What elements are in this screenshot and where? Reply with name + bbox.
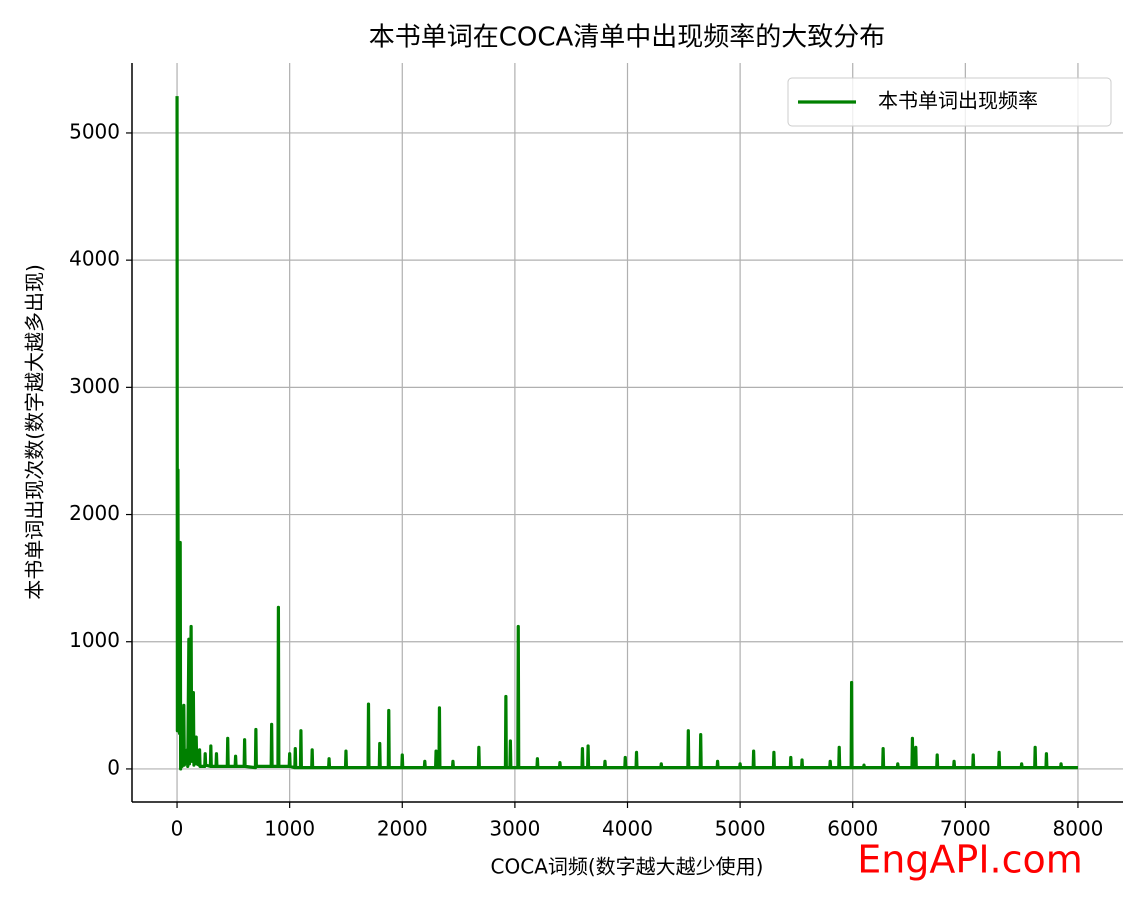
data-line <box>175 96 1078 771</box>
y-tick-label: 2000 <box>69 501 120 525</box>
x-tick-label: 3000 <box>489 817 540 841</box>
legend-box <box>787 77 1112 127</box>
chart-title: 本书单词在COCA清单中出现频率的大致分布 <box>369 23 886 53</box>
x-axis-label: COCA词频(数字越大越少使用) <box>491 855 764 879</box>
x-tick-label: 2000 <box>377 817 428 841</box>
x-tick-label: 6000 <box>827 817 878 841</box>
y-tick-label: 1000 <box>69 628 120 652</box>
y-tick-label: 3000 <box>69 374 120 398</box>
watermark: EngAPI.com <box>857 838 1083 882</box>
x-tick-label: 1000 <box>264 817 315 841</box>
x-tick-label: 4000 <box>602 817 653 841</box>
y-tick-label: 5000 <box>69 119 120 143</box>
y-tick-label: 4000 <box>69 247 120 271</box>
x-tick-label: 5000 <box>715 817 766 841</box>
y-tick-label: 0 <box>107 755 120 779</box>
x-tick-label: 7000 <box>940 817 991 841</box>
y-axis-label: 本书单词出现次数(数字越大越多出现) <box>23 264 47 600</box>
x-tick-label: 8000 <box>1053 817 1104 841</box>
x-tick-label: 0 <box>171 817 184 841</box>
legend-label: 本书单词出现频率 <box>878 89 1038 113</box>
